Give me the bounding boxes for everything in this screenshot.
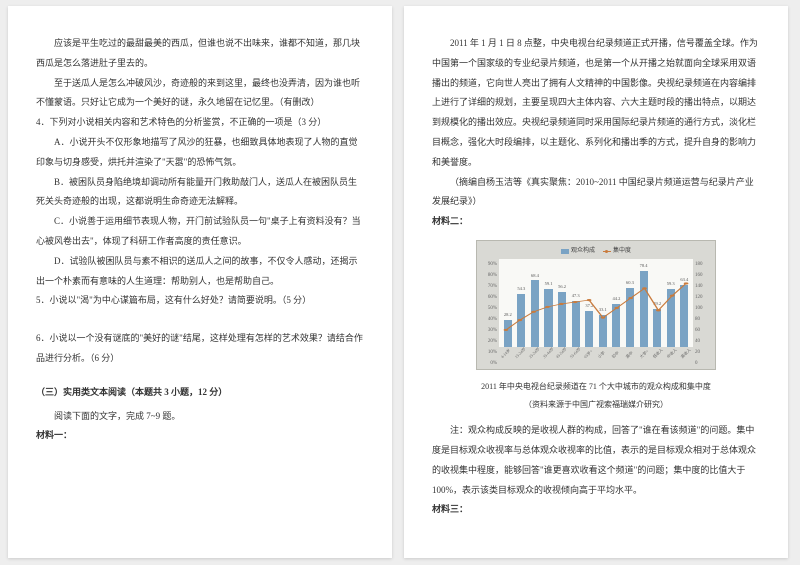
chart-caption-source: （资料来源于中国广视索福瑞媒介研究） [432,396,760,414]
material-1-body: 2011 年 1 月 1 日 8 点整，中央电视台纪录频道正式开播，信号覆盖全球… [432,34,760,173]
legend-line-label: 集中度 [613,245,631,258]
question-5: 5．小说以"渴"为中心谋篇布局，这有什么好处？请简要说明。（5 分） [36,291,364,311]
passage-para: 应该是平生吃过的最甜最美的西瓜，但谁也说不出味来，谁都不知道，那几块西瓜是怎么落… [36,34,364,74]
material-1-label: 材料一： [36,426,364,446]
passage-para: 至于送瓜人是怎么冲破风沙，奇迹般的来到这里，最终也没弄清，因为谁也听不懂蒙语。只… [36,74,364,114]
y-axis-left: 90%80%70%60%50%40%30%20%10%0% [479,259,497,347]
option-b: B．被困队员身陷绝境却调动所有能量开门救助敲门人，送瓜人在被困队员生死关头奇迹般… [36,173,364,213]
chart-plot-area: 28.254.368.459.156.247.337.233.144.260.3… [499,259,693,347]
page-left: 应该是平生吃过的最甜最美的西瓜，但谁也说不出味来，谁都不知道，那几块西瓜是怎么落… [8,6,392,558]
legend-bar-swatch [561,249,569,254]
material-1-source: （摘编自杨玉洁等《真实聚焦：2010~2011 中国纪录片频道运营与纪录片产业发… [432,173,760,213]
option-c: C．小说善于运用细节表现人物，开门前试验队员一句"桌子上有资料没有？当心被风卷出… [36,212,364,252]
chart-legend: 观众构成 集中度 [561,245,631,258]
option-a: A．小说开头不仅形象地描写了风沙的狂暴，也细致具体地表现了人物的直觉印象与切身感… [36,133,364,173]
material-3-label: 材料三： [432,500,760,520]
material-2-label: 材料二： [432,212,760,232]
section-3-title: （三）实用类文本阅读（本题共 3 小题，12 分） [36,383,364,403]
legend-line-swatch [603,251,611,252]
y-axis-right: 180160140120100806040200 [695,259,713,347]
read-prompt: 阅读下面的文字，完成 7~9 题。 [36,407,364,427]
chart-figure: 观众构成 集中度 90%80%70%60%50%40%30%20%10%0% 1… [476,240,716,370]
x-axis: 4-14岁15-24岁25-34岁35-44岁45-54岁55-64岁65岁+小… [499,349,693,367]
question-6: 6．小说以一个没有谜底的"美好的谜"结尾，这样处理有怎样的艺术效果？请结合作品进… [36,329,364,369]
option-d: D．试验队被困队员与素不相识的送瓜人之间的故事，不仅令人感动，还揭示出一个朴素而… [36,252,364,292]
chart-note: 注：观众构成反映的是收视人群的构成，回答了"谁在看该频道"的问题。集中度是目标观… [432,421,760,500]
chart-line [499,259,693,347]
chart-caption: 2011 年中央电视台纪录频道在 71 个大中城市的观众构成和集中度 [432,378,760,396]
question-4: 4．下列对小说相关内容和艺术特色的分析鉴赏，不正确的一项是（3 分） [36,113,364,133]
legend-bar-label: 观众构成 [571,245,595,258]
page-right: 2011 年 1 月 1 日 8 点整，中央电视台纪录频道正式开播，信号覆盖全球… [404,6,788,558]
